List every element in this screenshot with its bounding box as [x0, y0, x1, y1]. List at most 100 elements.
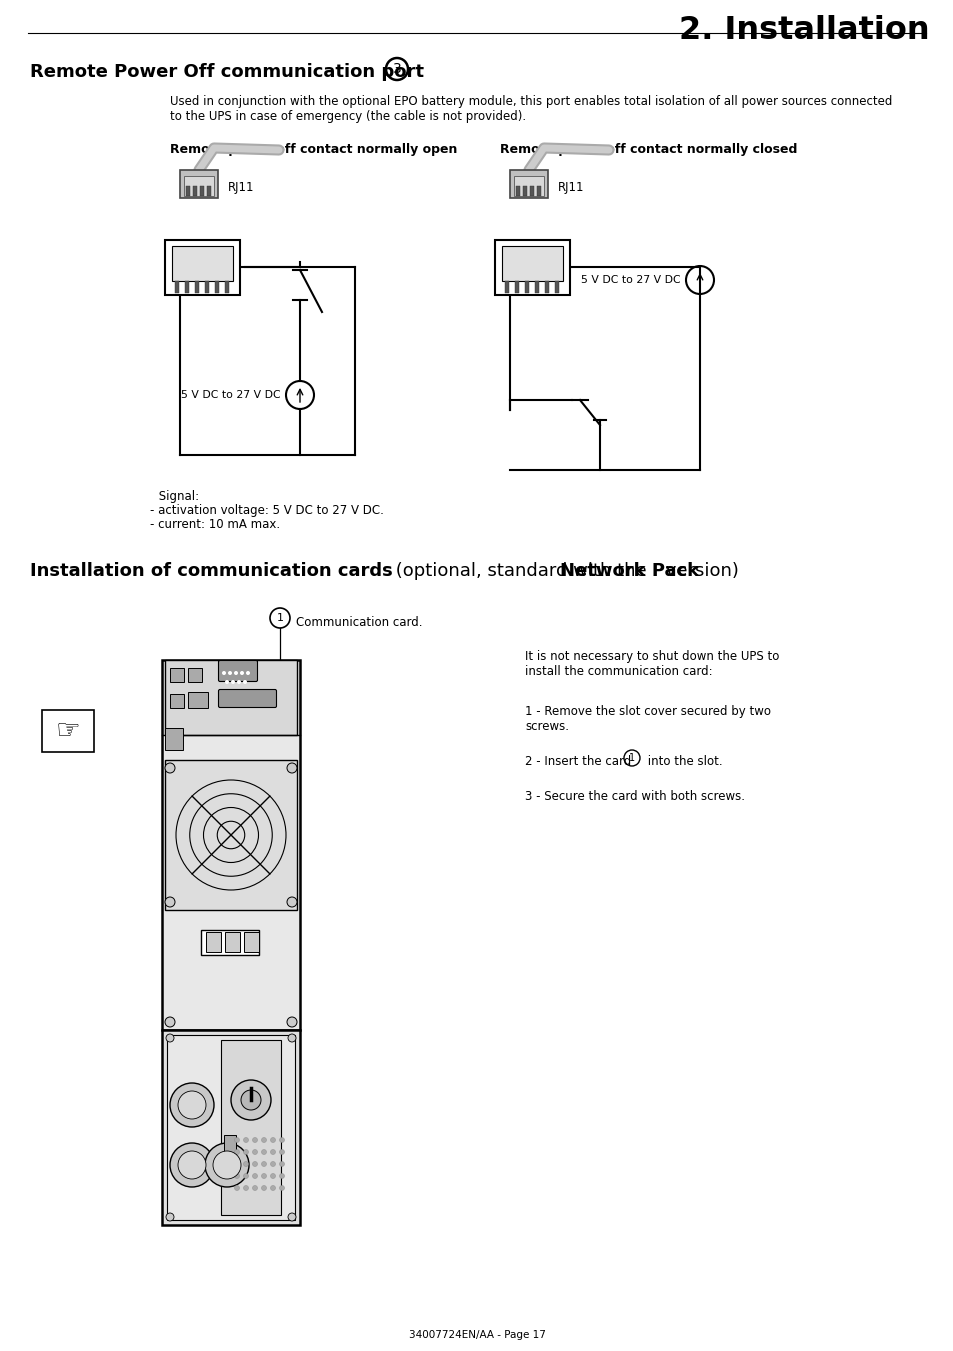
- Bar: [537, 186, 540, 196]
- Text: 2. Installation: 2. Installation: [679, 15, 929, 46]
- Text: 3: 3: [393, 62, 401, 76]
- Bar: [165, 240, 240, 295]
- Circle shape: [288, 1213, 295, 1221]
- Bar: [162, 1029, 299, 1225]
- Text: - current: 10 mA max.: - current: 10 mA max.: [150, 517, 280, 531]
- Text: Remote power off contact normally open: Remote power off contact normally open: [170, 143, 456, 155]
- Circle shape: [279, 1174, 284, 1178]
- Bar: [170, 667, 184, 682]
- Bar: [188, 692, 208, 708]
- Circle shape: [165, 1017, 174, 1027]
- Circle shape: [243, 1138, 248, 1143]
- Circle shape: [205, 1143, 249, 1188]
- Circle shape: [231, 1079, 271, 1120]
- Bar: [524, 281, 529, 293]
- Circle shape: [261, 1174, 266, 1178]
- Circle shape: [231, 680, 234, 684]
- Circle shape: [234, 1138, 239, 1143]
- Text: version): version): [659, 562, 739, 580]
- Text: into the slot.: into the slot.: [643, 755, 721, 767]
- Circle shape: [279, 1138, 284, 1143]
- Bar: [501, 246, 562, 281]
- Circle shape: [288, 1034, 295, 1042]
- Bar: [165, 761, 296, 911]
- Circle shape: [228, 671, 232, 676]
- Bar: [515, 281, 518, 293]
- Circle shape: [253, 1162, 257, 1166]
- Circle shape: [165, 763, 174, 773]
- Circle shape: [271, 1138, 275, 1143]
- Circle shape: [261, 1185, 266, 1190]
- Circle shape: [253, 1185, 257, 1190]
- Bar: [225, 932, 240, 952]
- Bar: [180, 170, 218, 199]
- Circle shape: [234, 1174, 239, 1178]
- Text: - activation voltage: 5 V DC to 27 V DC.: - activation voltage: 5 V DC to 27 V DC.: [150, 504, 383, 517]
- FancyBboxPatch shape: [218, 661, 257, 681]
- Text: Remote Power Off communication port: Remote Power Off communication port: [30, 63, 423, 81]
- Text: 2 - Insert the card: 2 - Insert the card: [524, 755, 635, 767]
- Text: 3 - Secure the card with both screws.: 3 - Secure the card with both screws.: [524, 790, 744, 802]
- Bar: [207, 186, 211, 196]
- Text: Remote power off contact normally closed: Remote power off contact normally closed: [499, 143, 797, 155]
- Text: It is not necessary to shut down the UPS to: It is not necessary to shut down the UPS…: [524, 650, 779, 663]
- Circle shape: [287, 1017, 296, 1027]
- Text: screws.: screws.: [524, 720, 568, 734]
- Bar: [188, 667, 202, 682]
- Text: ☞: ☞: [55, 717, 80, 744]
- Bar: [165, 661, 296, 735]
- Bar: [225, 281, 229, 293]
- Bar: [214, 281, 219, 293]
- Bar: [510, 170, 547, 199]
- Bar: [224, 1135, 235, 1155]
- Text: RJ11: RJ11: [558, 181, 584, 195]
- Bar: [162, 661, 299, 1029]
- Text: (optional, standard with the: (optional, standard with the: [390, 562, 652, 580]
- Text: 5 V DC to 27 V DC: 5 V DC to 27 V DC: [580, 276, 680, 285]
- Circle shape: [170, 1143, 213, 1188]
- Circle shape: [253, 1150, 257, 1155]
- Bar: [495, 240, 569, 295]
- Circle shape: [279, 1162, 284, 1166]
- Circle shape: [246, 671, 250, 676]
- Circle shape: [222, 671, 226, 676]
- Circle shape: [165, 897, 174, 907]
- Bar: [544, 281, 548, 293]
- Circle shape: [234, 1150, 239, 1155]
- Bar: [170, 694, 184, 708]
- Bar: [555, 281, 558, 293]
- Text: 1: 1: [276, 613, 283, 623]
- Circle shape: [261, 1150, 266, 1155]
- Bar: [535, 281, 538, 293]
- Circle shape: [241, 1090, 261, 1111]
- Bar: [221, 1040, 281, 1215]
- Circle shape: [243, 1162, 248, 1166]
- Circle shape: [261, 1138, 266, 1143]
- Circle shape: [240, 671, 244, 676]
- Bar: [167, 1035, 294, 1220]
- Bar: [184, 176, 213, 196]
- Circle shape: [225, 680, 229, 684]
- Bar: [174, 281, 179, 293]
- Text: Network Pack: Network Pack: [559, 562, 699, 580]
- Bar: [205, 281, 209, 293]
- Circle shape: [271, 1150, 275, 1155]
- Bar: [244, 932, 258, 952]
- Circle shape: [234, 1185, 239, 1190]
- Bar: [514, 176, 543, 196]
- Bar: [530, 186, 534, 196]
- Circle shape: [253, 1138, 257, 1143]
- Circle shape: [243, 1150, 248, 1155]
- Text: 5 V DC to 27 V DC: 5 V DC to 27 V DC: [181, 390, 281, 400]
- Bar: [185, 281, 189, 293]
- Bar: [516, 186, 519, 196]
- Text: Communication card.: Communication card.: [295, 616, 422, 630]
- Circle shape: [243, 1174, 248, 1178]
- Bar: [172, 246, 233, 281]
- Bar: [42, 711, 94, 753]
- Circle shape: [166, 1213, 173, 1221]
- Text: Used in conjunction with the optional EPO battery module, this port enables tota: Used in conjunction with the optional EP…: [170, 95, 891, 108]
- Circle shape: [243, 1185, 248, 1190]
- Circle shape: [279, 1185, 284, 1190]
- Text: RJ11: RJ11: [228, 181, 254, 195]
